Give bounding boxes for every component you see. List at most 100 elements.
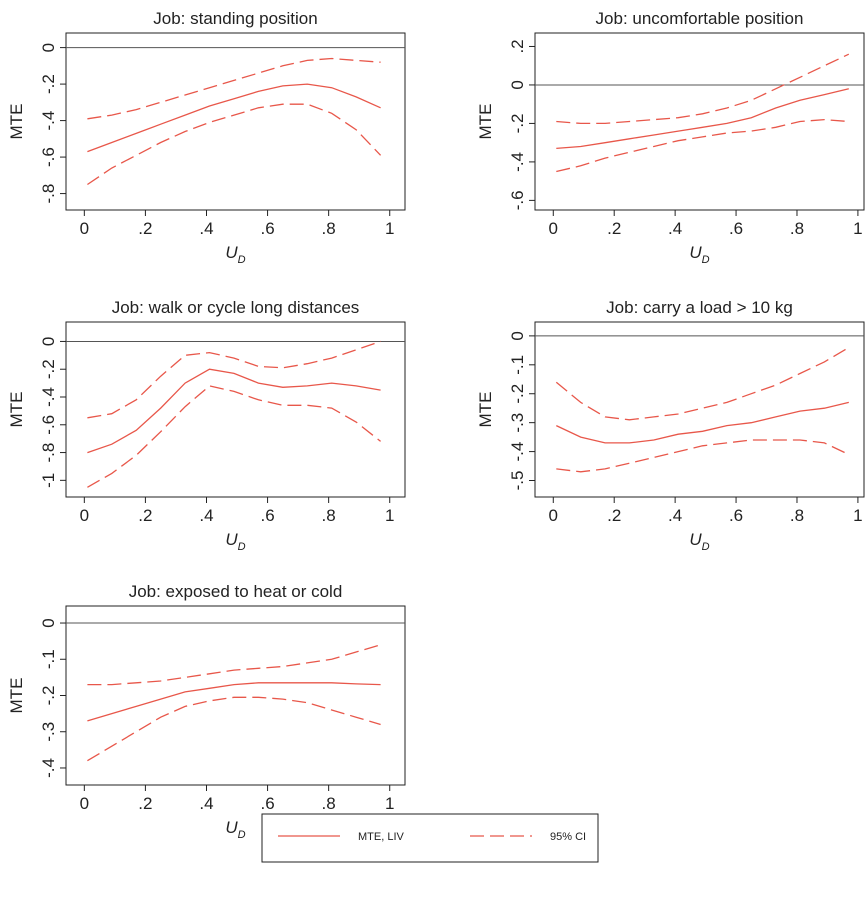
- x-tick-label: 0: [80, 794, 89, 813]
- y-tick-label: 0: [508, 331, 527, 340]
- x-tick-label: .8: [322, 794, 336, 813]
- x-tick-label: .6: [729, 219, 743, 238]
- y-tick-label: -.3: [508, 413, 527, 433]
- y-axis-label: MTE: [476, 104, 495, 140]
- plot-frame: [65, 321, 406, 498]
- y-tick-label: -.4: [508, 442, 527, 462]
- x-axis-label: UD: [689, 530, 709, 553]
- x-tick-label: 0: [80, 219, 89, 238]
- ci-lower-line: [556, 439, 850, 473]
- mte-line: [556, 88, 849, 150]
- x-tick-label: 1: [385, 219, 394, 238]
- x-tick-label: .2: [607, 219, 621, 238]
- x-tick-label: .2: [607, 506, 621, 525]
- x-tick-label: .6: [729, 506, 743, 525]
- x-tick-label: 0: [80, 506, 89, 525]
- y-tick-label: -.2: [39, 359, 58, 379]
- x-tick-label: .4: [668, 506, 682, 525]
- plot-frame: [534, 321, 865, 498]
- y-tick-label: -.5: [508, 471, 527, 491]
- ci-upper-line: [87, 340, 381, 419]
- y-tick-label: -.6: [508, 190, 527, 210]
- x-tick-label: 1: [385, 506, 394, 525]
- panel: Job: exposed to heat or cold 0 .2 .4 .6 .8 1 -.…: [7, 582, 406, 841]
- ci-upper-line: [555, 346, 850, 421]
- x-axis-label: UD: [225, 243, 245, 266]
- x-tick-label: .8: [790, 219, 804, 238]
- x-tick-label: .4: [668, 219, 682, 238]
- x-tick-label: .4: [199, 219, 213, 238]
- y-tick-label: -.4: [39, 758, 58, 778]
- y-axis-label: MTE: [7, 392, 26, 428]
- y-tick-label: -.4: [508, 152, 527, 172]
- panel-title: Job: carry a load > 10 kg: [606, 298, 793, 317]
- x-axis-label-subscript: D: [702, 541, 710, 553]
- x-axis-label-subscript: D: [702, 254, 710, 266]
- x-tick-label: .2: [138, 506, 152, 525]
- x-tick-label: .4: [199, 794, 213, 813]
- y-tick-label: .2: [508, 39, 527, 53]
- legend-box: [261, 813, 599, 863]
- panel: Job: uncomfortable position 0 .2 .4 .6 .8 1 -.6…: [476, 9, 865, 266]
- y-tick-label: -.3: [39, 722, 58, 742]
- plot-frame: [534, 32, 865, 211]
- y-tick-label: -.4: [39, 111, 58, 131]
- y-tick-label: 0: [508, 80, 527, 89]
- panel: Job: walk or cycle long distances 0 .2 .4 .6…: [7, 298, 406, 553]
- ci-upper-line: [87, 644, 381, 686]
- y-tick-label: -.2: [39, 74, 58, 94]
- panel: Job: standing position 0 .2 .4 .6 .8 1 -.8 -.6 -.…: [7, 9, 406, 266]
- y-tick-label: 0: [39, 43, 58, 52]
- y-axis-label: MTE: [7, 104, 26, 140]
- x-axis-label: UD: [689, 243, 709, 266]
- mte-line: [87, 83, 381, 153]
- x-axis-label-main: U: [225, 243, 238, 262]
- y-tick-label: -.8: [39, 443, 58, 463]
- plot-frame: [65, 32, 406, 211]
- ci-lower-line: [556, 118, 849, 173]
- mte-line: [556, 401, 849, 444]
- x-axis-label-main: U: [689, 530, 702, 549]
- plot-frame: [65, 605, 406, 786]
- y-tick-label: -.6: [39, 415, 58, 435]
- ci-lower-line: [87, 696, 381, 762]
- legend-label: MTE, LIV: [358, 831, 405, 843]
- y-tick-label: -.1: [508, 355, 527, 375]
- panel: Job: carry a load > 10 kg 0 .2 .4 .6 .8 1 -.5 -.…: [476, 298, 865, 553]
- x-tick-label: .8: [322, 219, 336, 238]
- x-tick-label: 1: [853, 506, 862, 525]
- x-axis-label: UD: [225, 818, 245, 841]
- x-tick-label: .4: [199, 506, 213, 525]
- panel-title: Job: standing position: [153, 9, 317, 28]
- y-tick-label: -.8: [39, 184, 58, 204]
- x-tick-label: .6: [260, 219, 274, 238]
- panel-title: Job: uncomfortable position: [596, 9, 804, 28]
- y-tick-label: -.2: [508, 114, 527, 134]
- y-axis-label: MTE: [476, 392, 495, 428]
- ci-lower-line: [87, 103, 382, 186]
- x-tick-label: .8: [322, 506, 336, 525]
- mte-line: [87, 368, 381, 454]
- y-tick-label: -.2: [508, 384, 527, 404]
- x-tick-label: .8: [790, 506, 804, 525]
- x-tick-label: 1: [853, 219, 862, 238]
- ci-upper-line: [87, 57, 381, 120]
- y-tick-label: -.6: [39, 147, 58, 167]
- x-tick-label: .2: [138, 219, 152, 238]
- x-axis-label-subscript: D: [238, 829, 246, 841]
- panel-title: Job: exposed to heat or cold: [129, 582, 343, 601]
- y-tick-label: -.4: [39, 387, 58, 407]
- y-tick-label: 0: [39, 337, 58, 346]
- mte-line: [87, 682, 381, 722]
- legend: MTE, LIV 95% CI: [261, 813, 599, 863]
- x-tick-label: 0: [549, 219, 558, 238]
- legend-label: 95% CI: [550, 831, 586, 843]
- x-axis-label-main: U: [225, 530, 238, 549]
- panel-title: Job: walk or cycle long distances: [112, 298, 360, 317]
- x-tick-label: .6: [260, 794, 274, 813]
- y-axis-label: MTE: [7, 678, 26, 714]
- x-axis-label-main: U: [689, 243, 702, 262]
- y-tick-label: -1: [39, 473, 58, 488]
- x-tick-label: .2: [138, 794, 152, 813]
